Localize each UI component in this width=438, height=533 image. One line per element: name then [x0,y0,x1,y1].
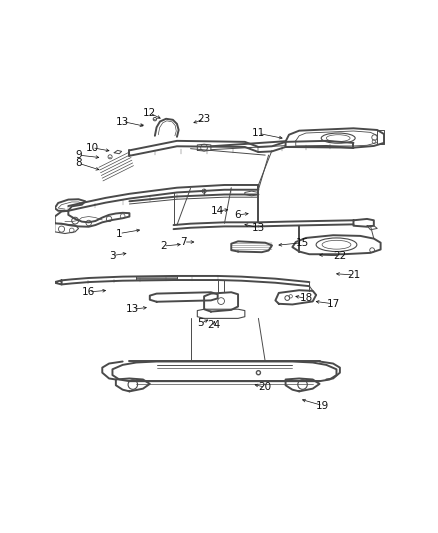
Text: 13: 13 [116,117,129,126]
Text: 6: 6 [235,210,241,220]
Text: 3: 3 [109,251,116,261]
Text: 24: 24 [208,320,221,330]
Text: 13: 13 [126,304,139,314]
Text: 5: 5 [198,319,204,328]
Text: 15: 15 [296,238,309,248]
Text: 2: 2 [160,241,167,251]
Text: 8: 8 [75,158,82,168]
Text: 13: 13 [252,223,265,233]
Text: 1: 1 [116,229,123,239]
Text: 18: 18 [299,293,313,303]
Text: 19: 19 [316,401,329,410]
Text: 22: 22 [333,251,346,261]
Text: 23: 23 [198,114,211,124]
Text: 17: 17 [326,299,340,309]
Text: 16: 16 [82,287,95,297]
Text: 11: 11 [252,128,265,139]
Text: 7: 7 [180,237,187,247]
Text: 12: 12 [143,108,156,118]
Text: 14: 14 [211,206,224,216]
Text: 20: 20 [259,382,272,392]
Text: 9: 9 [75,150,82,160]
Text: 10: 10 [85,143,99,152]
Text: 21: 21 [347,270,360,280]
